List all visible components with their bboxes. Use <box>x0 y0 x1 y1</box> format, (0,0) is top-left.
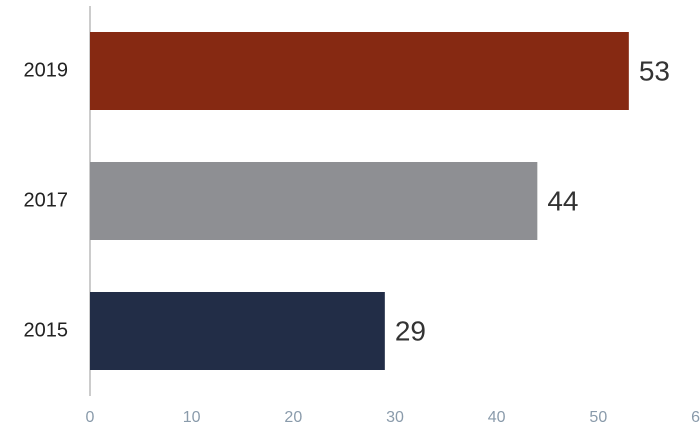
bar <box>90 32 629 110</box>
x-tick-label: 0 <box>86 409 95 426</box>
x-tick-label: 20 <box>284 409 302 426</box>
value-label: 53 <box>639 55 670 86</box>
x-tick-label: 50 <box>589 409 607 426</box>
bar <box>90 292 385 370</box>
bar <box>90 162 538 240</box>
x-tick-label: 40 <box>488 409 506 426</box>
x-tick-label: 60 <box>691 409 700 426</box>
value-label: 29 <box>395 315 426 346</box>
y-tick-label: 2017 <box>24 189 69 211</box>
y-tick-label: 2015 <box>24 319 69 341</box>
value-label: 44 <box>547 185 578 216</box>
y-tick-label: 2019 <box>24 59 69 81</box>
x-tick-label: 10 <box>183 409 201 426</box>
x-tick-label: 30 <box>386 409 404 426</box>
